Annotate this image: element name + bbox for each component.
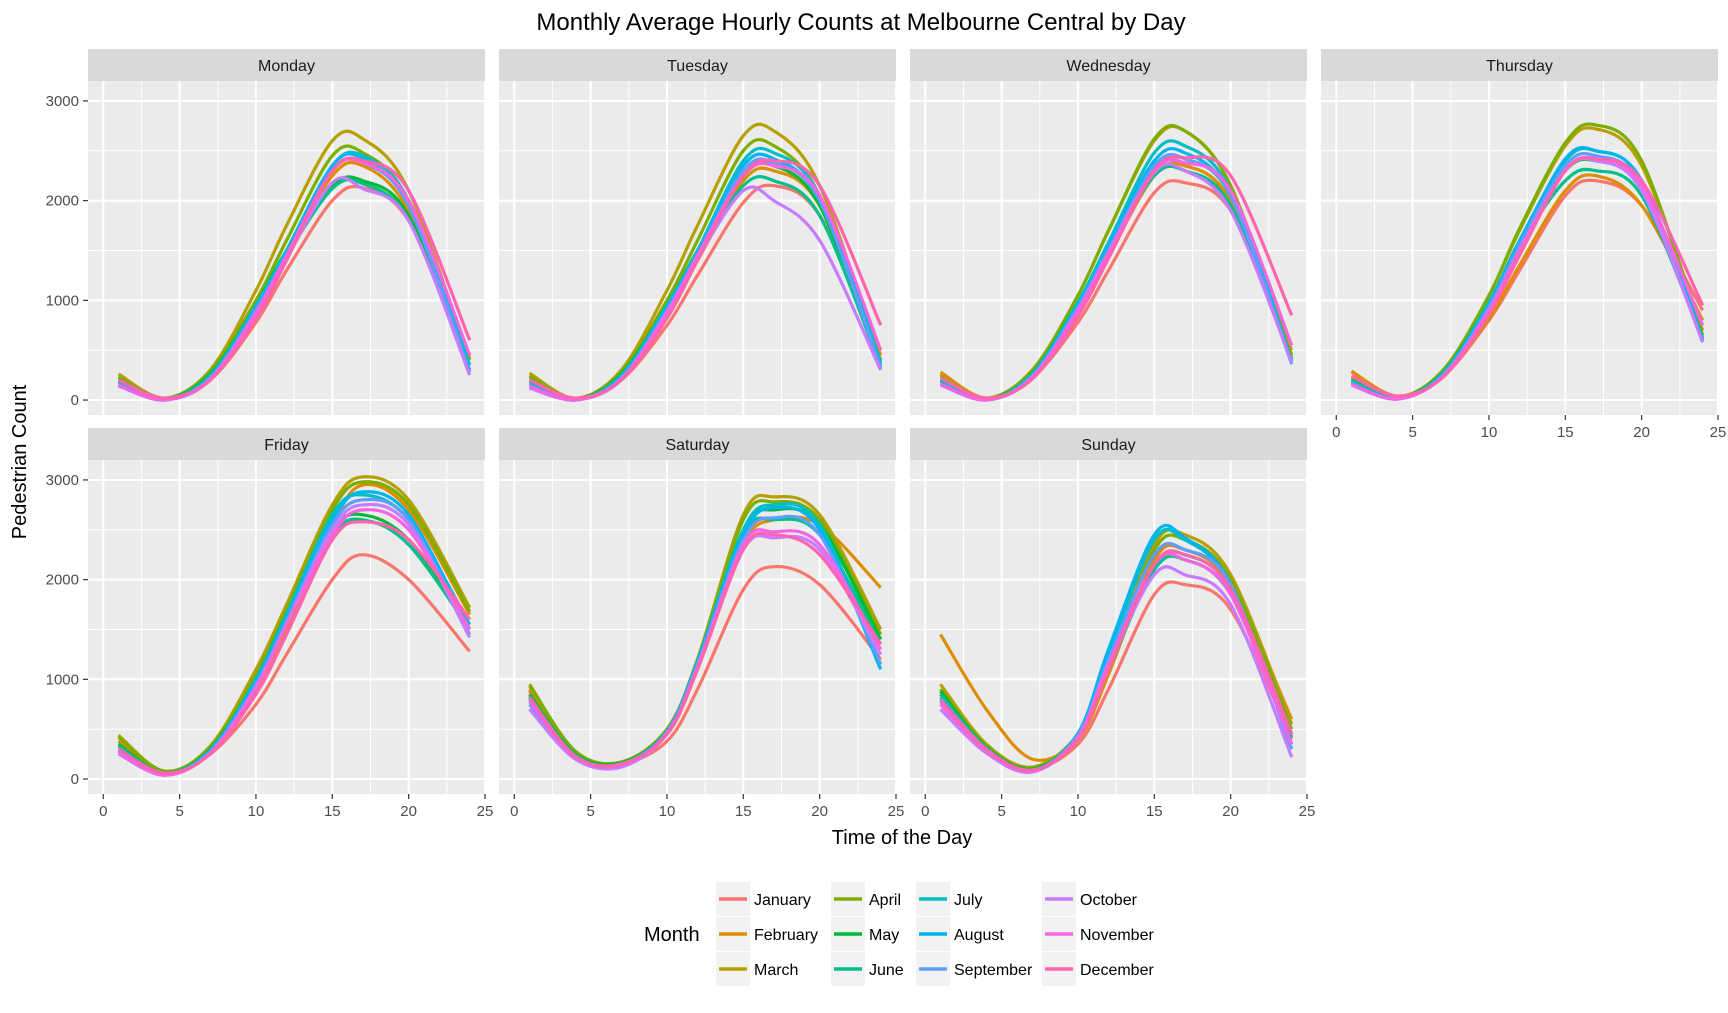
legend-label-december: December xyxy=(1080,962,1154,979)
series-line-december xyxy=(1350,155,1705,398)
facet-strip-label: Sunday xyxy=(1081,437,1135,454)
legend-title: Month xyxy=(644,924,700,946)
legend-label-july: July xyxy=(954,892,982,909)
series-line-december xyxy=(528,531,883,768)
legend-label-october: October xyxy=(1080,892,1138,909)
series-group xyxy=(528,122,883,402)
facet-panel-thursday: Thursday 0 5 10 15 20 25 xyxy=(1321,49,1726,441)
legend-label-august: August xyxy=(954,927,1004,944)
x-tick-label: 25 xyxy=(477,803,494,820)
legend-label-march: March xyxy=(754,962,798,979)
facet-strip xyxy=(499,49,896,81)
y-tick-label: 2000 xyxy=(46,572,79,589)
legend: Month January February March April May June Ju… xyxy=(644,882,1154,986)
legend-label-june: June xyxy=(869,962,904,979)
facet-strip xyxy=(910,49,1307,81)
legend-label-november: November xyxy=(1080,927,1154,944)
y-tick-label: 1000 xyxy=(46,292,79,309)
series-group xyxy=(1350,122,1705,401)
chart-title: Monthly Average Hourly Counts at Melbour… xyxy=(536,9,1185,36)
facet-strip xyxy=(88,49,485,81)
x-tick-label: 15 xyxy=(1146,803,1163,820)
facet-strip-label: Saturday xyxy=(665,437,729,454)
x-tick-label: 10 xyxy=(248,803,265,820)
y-tick-label: 0 xyxy=(71,771,79,788)
series-group xyxy=(939,523,1294,775)
x-tick-label: 0 xyxy=(510,803,518,820)
y-tick-label: 3000 xyxy=(46,472,79,489)
x-tick-label: 5 xyxy=(175,803,183,820)
x-tick-label: 10 xyxy=(1481,424,1498,441)
y-axis-title: Pedestrian Count xyxy=(9,384,31,539)
series-line-december xyxy=(117,156,472,400)
x-tick-label: 15 xyxy=(324,803,341,820)
legend-label-september: September xyxy=(954,962,1033,979)
x-tick-label: 0 xyxy=(1332,424,1340,441)
x-tick-label: 5 xyxy=(1408,424,1416,441)
series-group xyxy=(939,123,1294,402)
facet-strip-label: Tuesday xyxy=(667,58,728,75)
facet-strip xyxy=(499,428,896,460)
x-tick-label: 10 xyxy=(1070,803,1087,820)
facet-strip-label: Friday xyxy=(264,437,308,454)
x-tick-label: 5 xyxy=(997,803,1005,820)
facet-strip xyxy=(910,428,1307,460)
legend-label-april: April xyxy=(869,892,901,909)
x-tick-label: 0 xyxy=(921,803,929,820)
facet-strip-label: Monday xyxy=(258,58,315,75)
series-line-december xyxy=(939,155,1294,400)
series-group xyxy=(117,129,472,402)
facet-panel-sunday: Sunday 0 5 10 15 20 25 xyxy=(910,428,1315,820)
x-tick-label: 20 xyxy=(1633,424,1650,441)
y-tick-label: 0 xyxy=(71,392,79,409)
y-tick-label: 1000 xyxy=(46,671,79,688)
facet-panel-monday: Monday 0 1000 2000 3000 xyxy=(46,49,486,415)
x-tick-label: 25 xyxy=(1710,424,1727,441)
facet-panel-saturday: Saturday 0 5 10 15 20 25 xyxy=(499,428,904,820)
series-line-december xyxy=(528,158,883,400)
x-tick-label: 15 xyxy=(735,803,752,820)
facet-strip xyxy=(1321,49,1718,81)
facet-strip xyxy=(88,428,485,460)
x-tick-label: 20 xyxy=(811,803,828,820)
legend-label-may: May xyxy=(869,927,899,944)
x-tick-label: 25 xyxy=(1299,803,1316,820)
series-group xyxy=(117,475,472,777)
legend-label-february: February xyxy=(754,927,818,944)
x-tick-label: 20 xyxy=(400,803,417,820)
facet-panel-tuesday: Tuesday xyxy=(499,49,897,415)
x-axis-title: Time of the Day xyxy=(832,827,972,849)
facet-strip-label: Thursday xyxy=(1486,58,1553,75)
facet-strip-label: Wednesday xyxy=(1066,58,1150,75)
x-tick-label: 0 xyxy=(99,803,107,820)
legend-label-january: January xyxy=(754,892,811,909)
x-tick-label: 20 xyxy=(1222,803,1239,820)
x-tick-label: 15 xyxy=(1557,424,1574,441)
y-tick-label: 3000 xyxy=(46,93,79,110)
x-tick-label: 5 xyxy=(586,803,594,820)
x-tick-label: 10 xyxy=(659,803,676,820)
y-tick-label: 2000 xyxy=(46,193,79,210)
facet-panel-friday: Friday 0 1000 2000 3000 0 5 10 15 20 25 xyxy=(46,428,494,820)
series-line-december xyxy=(117,520,471,775)
series-line-december xyxy=(939,549,1294,772)
facet-panel-wednesday: Wednesday xyxy=(910,49,1308,415)
series-group xyxy=(528,493,883,771)
x-tick-label: 25 xyxy=(888,803,905,820)
